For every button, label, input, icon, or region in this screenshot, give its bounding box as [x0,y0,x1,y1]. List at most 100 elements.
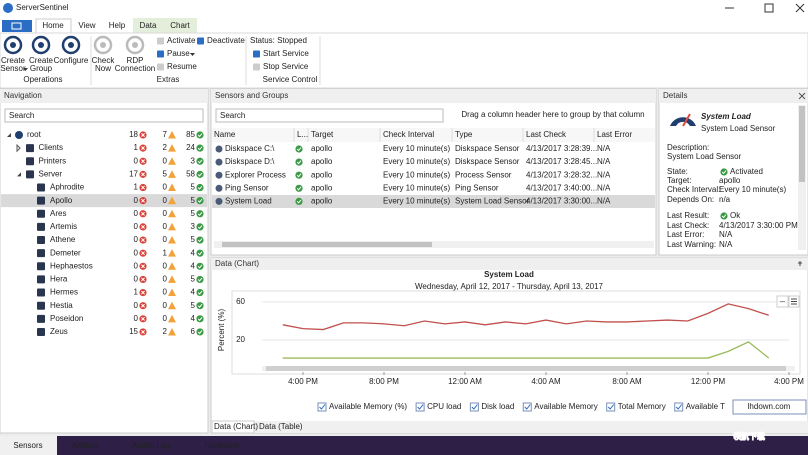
legend-label[interactable]: Available T [686,402,725,411]
cell: N/A [597,157,611,166]
legend-checkbox[interactable] [522,402,532,412]
search-box[interactable] [4,108,204,123]
ribbon-tab[interactable]: View [78,21,95,30]
search-box[interactable] [215,108,444,123]
bottom-tab[interactable]: Hardware [205,441,240,450]
sensor-name[interactable]: Ping Sensor [225,183,269,192]
button-label[interactable]: Stop Service [263,62,309,71]
button-label[interactable]: Pause [167,49,190,58]
legend-checkbox[interactable] [317,402,327,412]
ribbon-tab[interactable]: Chart [170,21,190,30]
legend-label[interactable]: Disk load [481,402,514,411]
legend-label[interactable]: Total Memory [618,402,666,411]
expander[interactable] [17,172,21,177]
button-label[interactable]: Configure [54,56,89,65]
legend-label[interactable]: CPU load [427,402,461,411]
ok-count: 6 [191,327,196,336]
maximize[interactable] [764,3,774,13]
node-label[interactable]: Server [39,169,63,178]
ribbon-tab[interactable]: Data [140,21,157,30]
sensor-name[interactable]: Explorer Process [225,170,286,179]
node-label[interactable]: Clients [39,143,63,152]
scroll-thumb[interactable] [222,242,432,247]
chart-tab[interactable]: Data (Chart) [214,422,258,431]
y-axis-label: Percent (%) [217,309,226,352]
node-label[interactable]: Zeus [50,327,68,336]
ribbon-tab[interactable]: Help [109,21,126,30]
node-label[interactable]: Hermes [50,288,78,297]
expander[interactable] [7,133,11,137]
column-header[interactable]: Target [311,130,334,139]
button-label[interactable]: Activate [167,36,196,45]
node-label[interactable]: Apollo [50,196,73,205]
ribbon-tab[interactable]: Home [42,21,64,30]
button-label[interactable]: Sensor [0,64,26,73]
file-button[interactable] [2,20,32,32]
node-label[interactable]: Printers [39,156,67,165]
error-count: 1 [134,183,139,192]
legend-check [319,404,326,410]
legend-label[interactable]: Available Memory [534,402,597,411]
node-label[interactable]: Demeter [50,248,81,257]
node-label[interactable]: Poseidon [50,314,83,323]
column-header[interactable]: L... [297,130,308,139]
button-label[interactable]: Deactivate [207,36,245,45]
button-icon[interactable] [61,35,81,55]
close-details[interactable] [798,92,806,100]
column-header[interactable]: Check Interval [383,130,434,139]
button-label[interactable]: Connection [115,64,155,73]
column-header[interactable]: Last Error [597,130,632,139]
ok-icon [295,184,303,192]
field-value: System Load Sensor [667,152,742,161]
sensor-name[interactable]: System Load [225,197,272,206]
node-label[interactable]: Aphrodite [50,183,85,192]
button-icon[interactable] [93,35,113,55]
button-label[interactable]: Now [95,64,111,73]
bottom-tab[interactable]: Actions [72,441,98,450]
node-label[interactable]: Hestia [50,301,73,310]
legend-label[interactable]: Available Memory (%) [329,402,407,411]
button-label[interactable]: Status: Stopped [250,36,307,45]
button-label[interactable]: Group [30,64,53,73]
node-label[interactable]: Ares [50,209,66,218]
button-label[interactable]: Create [1,56,26,65]
button-icon[interactable] [31,35,51,55]
node-label[interactable]: Artemis [50,222,77,231]
node-icon [26,144,34,153]
close[interactable] [795,3,805,13]
bottom-tab[interactable]: Action Log [132,441,170,450]
button-label[interactable]: Check [92,56,116,65]
ok-glyph [296,173,302,178]
cell: Ping Sensor [455,183,499,192]
node-label[interactable]: Hephaestos [50,261,93,270]
error-glyph [141,172,145,177]
scroll-thumb[interactable] [266,366,786,371]
warning-count: 7 [163,130,168,139]
node-label[interactable]: Athene [50,235,76,244]
sensor-name[interactable]: Diskspace C:\ [225,144,275,153]
bottom-tab[interactable]: Sensors [13,441,42,450]
legend-checkbox[interactable] [606,402,616,412]
legend-checkbox[interactable] [469,402,479,412]
button-icon[interactable] [125,35,145,55]
button-label[interactable]: Create [29,56,54,65]
column-header[interactable]: Last Check [526,130,567,139]
node-label[interactable]: Hera [50,275,68,284]
legend-checkbox[interactable] [415,402,425,412]
scroll-thumb[interactable] [799,106,805,182]
h-scrollbar[interactable] [214,241,654,248]
button-label[interactable]: Start Service [263,49,309,58]
button-label[interactable]: RDP [127,56,144,65]
group-label: Service Control [263,75,318,84]
button-label[interactable]: Resume [167,62,197,71]
selected-row [212,195,655,208]
column-header[interactable]: Type [455,130,473,139]
expander[interactable] [16,143,21,153]
column-header[interactable]: Name [214,130,236,139]
error-count: 0 [134,301,139,310]
chart-tab[interactable]: Data (Table) [259,422,303,431]
node-label[interactable]: root [27,130,42,139]
button-icon[interactable] [3,35,23,55]
legend-checkbox[interactable] [674,402,684,412]
sensor-name[interactable]: Diskspace D:\ [225,157,275,166]
